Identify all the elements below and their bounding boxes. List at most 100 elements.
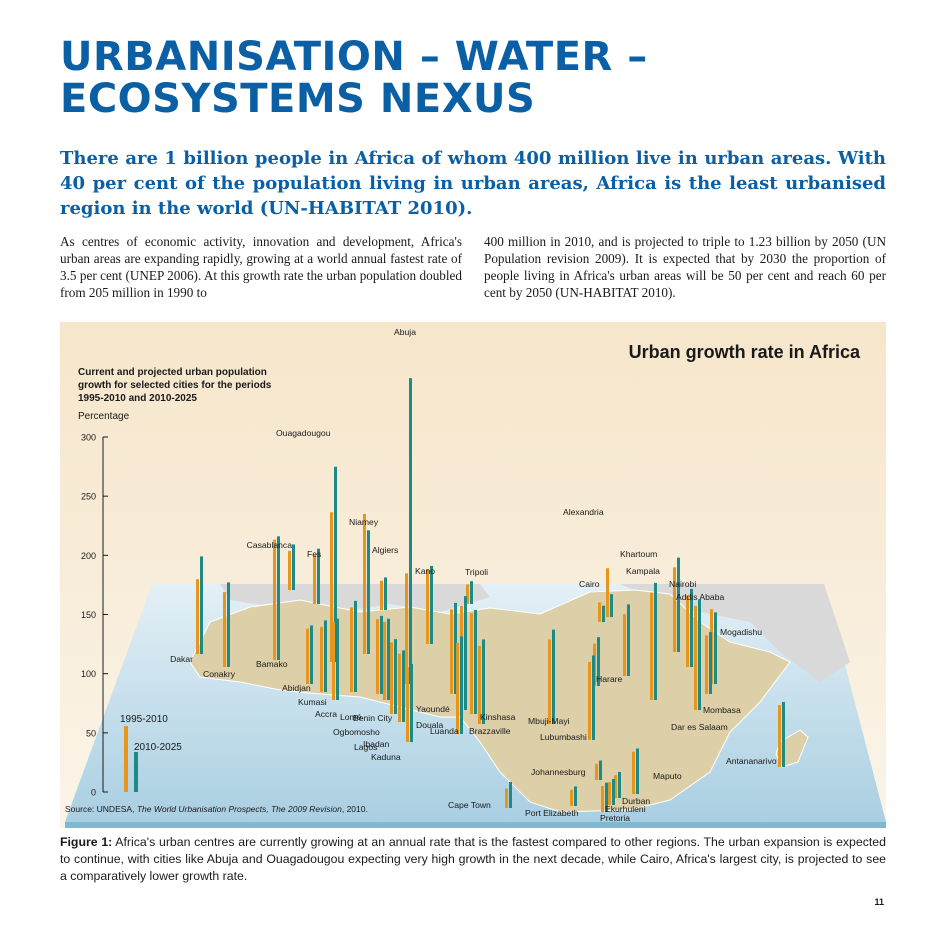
bar-2010-2025-antananarivo — [778, 705, 781, 767]
bar-1995-2010-cape-town — [509, 781, 512, 808]
bar-2010-2025-niamey — [363, 514, 366, 654]
bar-2010-2025-kampala — [650, 592, 653, 700]
bar-2010-2025-addis-ababa — [686, 595, 689, 667]
city-label-mogadishu: Mogadishu — [720, 627, 762, 637]
bar-1995-2010-dakar — [200, 556, 203, 654]
title-line-1: URBANISATION – WATER – — [60, 34, 648, 80]
chart-subtitle-line-1: Current and projected urban population — [78, 367, 267, 378]
city-label-johannesburg: Johannesburg — [531, 767, 586, 777]
city-label-alexandria: Alexandria — [563, 507, 604, 517]
bar-2010-2025-cape-town — [505, 788, 508, 808]
bar-1995-2010-algiers — [384, 577, 387, 610]
bar-2010-2025-kano — [426, 569, 429, 644]
city-label-khartoum: Khartoum — [620, 549, 657, 559]
legend-bar-2010-2025 — [124, 726, 128, 792]
legend-label-2010-2025: 2010-2025 — [134, 742, 182, 753]
arabia-landmass — [620, 584, 850, 682]
city-label-kaduna: Kaduna — [371, 752, 401, 762]
figure-caption: Figure 1: Africa's urban centres are cur… — [60, 834, 886, 885]
bar-1995-2010-lom- — [354, 600, 357, 692]
city-label-port-elizabeth: Port Elizabeth — [525, 808, 579, 818]
city-label-lom-: Lomé — [340, 712, 362, 722]
bar-1995-2010-ibadan — [402, 650, 405, 722]
city-label-abidjan: Abidjan — [282, 683, 311, 693]
bar-1995-2010-lubumbashi — [592, 655, 595, 740]
bar-1995-2010-kano — [430, 565, 433, 644]
bar-2010-2025-lubumbashi — [588, 661, 591, 740]
bar-1995-2010-mogadishu — [714, 612, 717, 684]
bar-2010-2025-lom- — [350, 607, 353, 692]
bar-2010-2025-mombasa — [705, 635, 708, 694]
bar-2010-2025-bamako — [273, 539, 276, 660]
chart-title: Urban growth rate in Africa — [629, 342, 861, 362]
bar-2010-2025-port-elizabeth — [570, 789, 573, 806]
bar-1995-2010-antananarivo — [782, 701, 785, 767]
city-label-cairo: Cairo — [579, 579, 600, 589]
city-label-ekurhuleni: Ekurhuleni — [605, 804, 646, 814]
bar-2010-2025-fes — [313, 555, 316, 604]
city-label-antananarivo: Antananarivo — [726, 756, 777, 766]
city-label-algiers: Algiers — [372, 545, 398, 555]
chart-subtitle-line-2: growth for selected cities for the perio… — [78, 380, 272, 391]
y-tick-label: 300 — [81, 433, 96, 443]
bar-2010-2025-cairo — [598, 602, 601, 622]
bar-1995-2010-brazzaville — [482, 639, 485, 724]
bar-1995-2010-durban — [618, 771, 621, 798]
city-label-kumasi: Kumasi — [298, 697, 327, 707]
city-label-brazzaville: Brazzaville — [469, 726, 511, 736]
bar-2010-2025-alexandria — [606, 568, 609, 617]
bar-1995-2010-bamako — [277, 536, 280, 660]
caption-label: Figure 1: — [60, 835, 113, 849]
bar-1995-2010-casablanca — [292, 544, 295, 590]
city-label-addis-ababa: Addis Ababa — [676, 592, 724, 602]
y-tick-label: 0 — [91, 788, 96, 798]
bar-2010-2025-maputo — [632, 751, 635, 794]
city-label-mbuji-mayi: Mbuji-Mayi — [528, 716, 570, 726]
bar-1995-2010-mombasa — [709, 632, 712, 694]
bar-1995-2010-maputo — [636, 748, 639, 794]
city-label-pretoria: Pretoria — [600, 813, 630, 823]
bar-1995-2010-alexandria — [610, 594, 613, 617]
city-label-kampala: Kampala — [626, 566, 660, 576]
bar-1995-2010-abidjan — [310, 625, 313, 684]
bar-2010-2025-douala — [450, 609, 453, 694]
bar-1995-2010-addis-ababa — [690, 588, 693, 667]
bar-2010-2025-luanda — [456, 642, 459, 734]
bar-1995-2010-luanda — [460, 636, 463, 734]
city-label-niamey: Niamey — [349, 517, 379, 527]
city-label-kinshasa: Kinshasa — [480, 712, 516, 722]
bar-1995-2010-kinshasa — [474, 609, 477, 714]
chart-source-title: The World Urbanisation Prospects, The 20… — [137, 804, 342, 814]
city-label-douala: Douala — [416, 720, 443, 730]
city-label-ogbomosho: Ogbomosho — [333, 727, 380, 737]
city-label-casablanca: Casablanca — [247, 540, 293, 550]
bar-1995-2010-johannesburg — [599, 760, 602, 780]
bar-1995-2010-kampala — [654, 582, 657, 700]
urban-growth-figure: Urban growth rate in Africa Current and … — [60, 322, 886, 828]
body-column-left: As centres of economic activity, innovat… — [60, 234, 462, 300]
bar-1995-2010-ekurhuleni — [612, 778, 615, 805]
bar-1995-2010-abuja — [409, 378, 412, 684]
bar-2010-2025-mbuji-mayi — [548, 639, 551, 724]
city-label-ibadan: Ibadan — [363, 739, 390, 749]
bar-1995-2010-lagos — [387, 618, 390, 700]
bar-2010-2025-abuja — [405, 573, 408, 684]
bar-2010-2025-kaduna — [406, 667, 409, 742]
city-label-cape-town: Cape Town — [448, 800, 491, 810]
bar-2010-2025-dakar — [196, 579, 199, 654]
bar-1995-2010-yaound- — [464, 596, 467, 710]
bar-2010-2025-durban — [614, 775, 617, 798]
bar-1995-2010-douala — [454, 602, 457, 694]
bar-1995-2010-fes — [317, 548, 320, 604]
city-label-conakry: Conakry — [203, 669, 236, 679]
city-labels: Dakar Conakry Bamako Casablanca Abidjan Kumas… — [170, 327, 777, 823]
city-label-lagos: Lagos — [354, 742, 377, 752]
bar-1995-2010-accra — [336, 618, 339, 700]
bar-2010-2025-dar-es-salaam — [694, 605, 697, 710]
bar-2010-2025-algiers — [380, 580, 383, 610]
bar-2010-2025-ibadan — [398, 653, 401, 722]
city-label-durban: Durban — [622, 796, 650, 806]
y-tick-label: 50 — [86, 728, 96, 738]
bar-1995-2010-kaduna — [410, 663, 413, 742]
bar-2010-2025-khartoum — [623, 614, 626, 676]
